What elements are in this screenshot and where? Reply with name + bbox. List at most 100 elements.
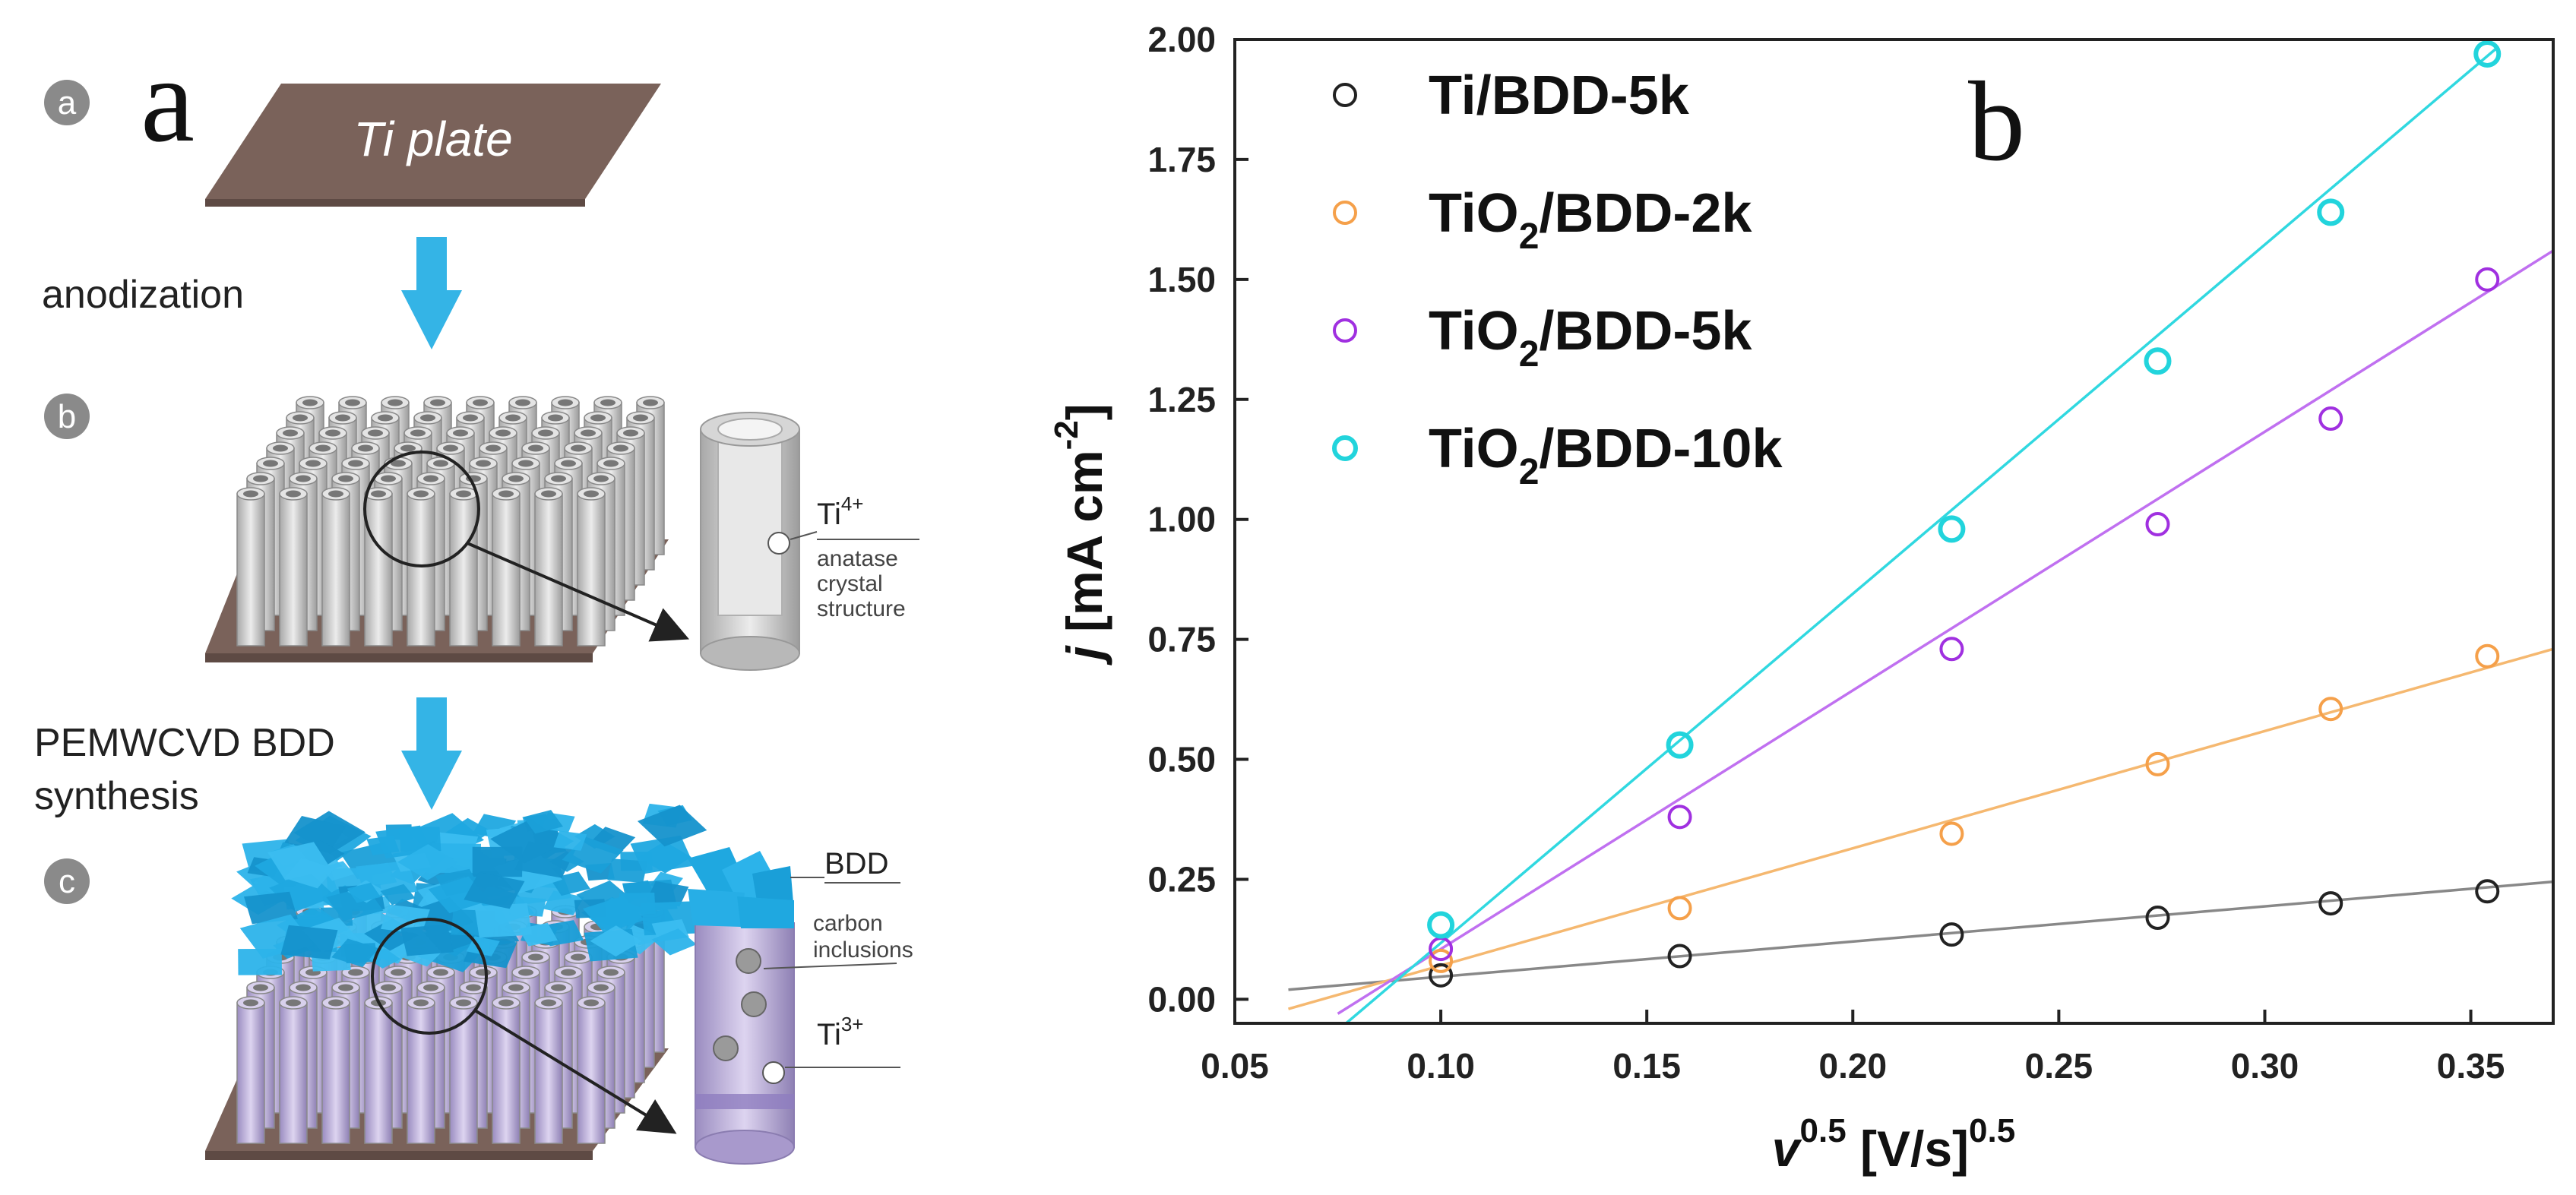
chart-panel: b 0.05 0.10 0.15 0.20 0.25 0.30 0.350.000.250.… [1048, 20, 2555, 1177]
nanotube [577, 996, 606, 1144]
process-cvd-line2: synthesis [34, 774, 199, 818]
y-tick-label: 1.75 [1147, 140, 1216, 179]
schematic-panel: a a b c Ti plate anodization [34, 32, 919, 1165]
ion-label-c: Ti3+ [817, 1013, 864, 1051]
y-tick-label: 1.50 [1147, 260, 1216, 299]
data-point [1938, 515, 1966, 543]
bdd-crystal [284, 816, 347, 853]
legend: Ti/BDD-5k TiO2/BDD-2k TiO2/BDD-5k TiO2/BDD-… [1332, 65, 1783, 492]
data-point [2145, 751, 2170, 776]
svg-text:c: c [59, 863, 75, 900]
bdd-crystal [397, 844, 458, 880]
step-circle-a: a [44, 80, 90, 125]
legend-item: Ti/BDD-5k [1333, 65, 1690, 126]
fit-line-3 [1345, 48, 2497, 1025]
nanotube [577, 487, 606, 647]
zoom-arrow-b [467, 542, 690, 642]
inset-b: Ti4+ anatase crystal structure [363, 412, 919, 671]
legend-label: Ti/BDD-5k [1429, 65, 1690, 126]
legend-label: TiO2/BDD-2k [1429, 183, 1752, 257]
legend-marker [1333, 83, 1357, 107]
coating-label: BDD [824, 847, 888, 880]
legend-label: TiO2/BDD-10k [1429, 419, 1783, 492]
nanotube [492, 487, 521, 647]
process-arrow-1 [401, 237, 462, 349]
data-point [1429, 948, 1454, 973]
data-point [2144, 347, 2172, 375]
svg-text:b: b [58, 398, 76, 435]
y-tick-label: 0.25 [1147, 859, 1216, 899]
x-axis-label: v0.5 [V/s]0.5 [1772, 1112, 2015, 1177]
bdd-crystal [321, 861, 355, 881]
step-circle-b: b [44, 394, 90, 439]
nanotube-array-b [205, 396, 669, 662]
y-tick-label: 0.50 [1147, 740, 1216, 779]
bdd-layer [231, 803, 707, 975]
bdd-crystal [651, 928, 697, 956]
nanotube [236, 996, 265, 1144]
bdd-crystal [607, 858, 648, 883]
nanotube [407, 487, 435, 647]
nanotube [449, 996, 478, 1144]
nanotube [534, 487, 563, 647]
x-tick-label: 0.15 [1612, 1046, 1681, 1086]
bdd-crystal [523, 810, 563, 834]
x-tick-label: 0.25 [2025, 1046, 2093, 1086]
y-tick-label: 2.00 [1147, 20, 1216, 59]
nanotube [492, 996, 521, 1144]
bdd-crystal [464, 872, 525, 909]
svg-text:anatase: anatase [817, 546, 898, 571]
nanotube [321, 996, 350, 1144]
ion-label-b: Ti4+ [817, 492, 864, 531]
y-tick-label: 1.00 [1147, 500, 1216, 539]
fit-line-1 [1288, 647, 2554, 1010]
bdd-crystal [347, 882, 381, 903]
data-point [1939, 821, 1964, 846]
data-point [2318, 891, 2343, 916]
bdd-crystal [646, 880, 689, 907]
panel-b-letter: b [1968, 58, 2025, 185]
ti-plate-label: Ti plate [353, 112, 512, 166]
data-point [2475, 643, 2500, 669]
nanotube [407, 996, 435, 1144]
svg-text:inclusions: inclusions [813, 937, 913, 963]
plot-frame [1233, 38, 2555, 1025]
svg-text:structure: structure [817, 596, 906, 621]
data-point [1667, 805, 1692, 830]
nanotube [364, 996, 393, 1144]
bdd-crystal [590, 925, 642, 957]
nanotube [321, 487, 350, 647]
data-point [2145, 906, 2170, 931]
bdd-crystal [637, 805, 707, 847]
zoom-arrow-c [473, 1009, 677, 1134]
x-tick-label: 0.30 [2231, 1046, 2299, 1086]
legend-marker [1332, 435, 1358, 461]
legend-label: TiO2/BDD-5k [1429, 301, 1752, 375]
nanotube [279, 487, 308, 647]
fit-line-2 [1337, 249, 2554, 1015]
bdd-crystal [381, 904, 430, 934]
process-anodization: anodization [42, 273, 244, 317]
fit-line-0 [1288, 880, 2554, 991]
axes: 0.05 0.10 0.15 0.20 0.25 0.30 0.35 0.00 0.25 0.50… [1147, 20, 2505, 1086]
y-axis-label: j [mA cm-2] [1048, 403, 1112, 665]
panel-a-letter: a [141, 32, 195, 167]
bdd-crystal [472, 846, 523, 877]
nanotube [364, 487, 393, 647]
data-point [1667, 944, 1692, 969]
bdd-crystal [244, 891, 298, 925]
legend-item: TiO2/BDD-10k [1332, 419, 1783, 492]
bdd-crystal [280, 925, 338, 959]
data-point [2475, 879, 2500, 904]
x-tick-label: 0.05 [1201, 1046, 1269, 1086]
bdd-crystal [518, 922, 558, 947]
data-point [2318, 697, 2343, 722]
svg-text:carbon: carbon [813, 911, 883, 936]
bdd-crystal [380, 884, 416, 906]
svg-text:crystal: crystal [817, 571, 883, 596]
bdd-crystal [331, 938, 379, 967]
bdd-crystal [366, 835, 400, 855]
step-circle-c: c [44, 858, 90, 904]
x-tick-label: 0.20 [1819, 1046, 1888, 1086]
data-point [1667, 896, 1692, 921]
